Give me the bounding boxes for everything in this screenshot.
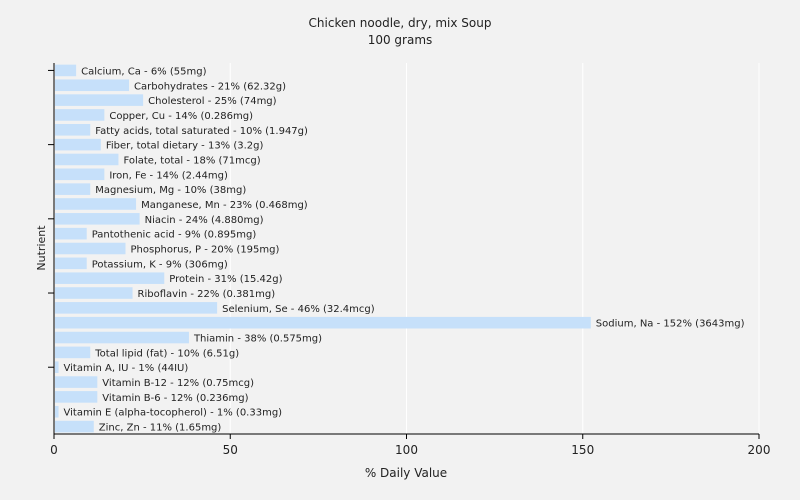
bar: [55, 213, 140, 225]
bar: [55, 183, 91, 195]
bar-label: Vitamin B-12 - 12% (0.75mcg): [102, 378, 254, 389]
bar-label: Vitamin A, IU - 1% (44IU): [64, 363, 189, 374]
bar-label: Cholesterol - 25% (74mg): [148, 96, 277, 107]
bar-label: Protein - 31% (15.42g): [169, 274, 282, 285]
bar-label: Magnesium, Mg - 10% (38mg): [95, 185, 246, 196]
bar: [55, 168, 105, 181]
grid-lines: [229, 63, 760, 434]
bar-label: Fatty acids, total saturated - 10% (1.94…: [95, 126, 308, 137]
bar-label: Niacin - 24% (4.880mg): [145, 215, 264, 226]
x-axis-label: % Daily Value: [365, 466, 447, 480]
bar: [55, 94, 144, 106]
bar: [55, 272, 165, 284]
bar-label: Pantothenic acid - 9% (0.895mg): [92, 230, 257, 241]
bar-label: Manganese, Mn - 23% (0.468mg): [141, 200, 308, 211]
bar: [55, 420, 94, 433]
bar: [55, 331, 189, 344]
bar: [55, 316, 591, 329]
bar-label: Sodium, Na - 152% (3643mg): [596, 319, 745, 330]
bar: [55, 376, 98, 388]
axes: 0 50 100 150 200: [48, 63, 770, 457]
bar: [55, 242, 126, 255]
bar: [55, 123, 91, 136]
bar: [55, 138, 101, 151]
bar-label: Zinc, Zn - 11% (1.65mg): [99, 423, 222, 434]
y-axis-label: Nutrient: [35, 225, 48, 271]
bar: [55, 109, 105, 121]
bar: [55, 79, 130, 92]
bar-label: Folate, total - 18% (71mcg): [123, 155, 260, 166]
chart-subtitle: 100 grams: [368, 33, 433, 47]
bar: [55, 361, 59, 374]
bar-label: Selenium, Se - 46% (32.4mcg): [222, 304, 375, 315]
x-tick-label: 0: [50, 443, 58, 457]
bar: [55, 405, 59, 418]
bar-label: Calcium, Ca - 6% (55mg): [81, 66, 206, 77]
bar-label: Thiamin - 38% (0.575mg): [193, 334, 322, 345]
bar: [55, 391, 98, 403]
x-tick-label: 100: [395, 443, 418, 457]
bar: [55, 287, 133, 299]
bar-label: Phosphorus, P - 20% (195mg): [131, 245, 280, 256]
bar: [55, 302, 218, 314]
bar-label: Riboflavin - 22% (0.381mg): [138, 289, 276, 300]
chart-title: Chicken noodle, dry, mix Soup: [309, 16, 492, 30]
bar: [55, 227, 87, 240]
x-tick-label: 200: [748, 443, 771, 457]
bar-label: Carbohydrates - 21% (62.32g): [134, 81, 286, 92]
bar-label: Fiber, total dietary - 13% (3.2g): [106, 141, 264, 152]
bar-label: Iron, Fe - 14% (2.44mg): [109, 170, 228, 181]
bar-label: Vitamin E (alpha-tocopherol) - 1% (0.33m…: [64, 408, 283, 419]
x-tick-label: 150: [571, 443, 594, 457]
bar-label: Potassium, K - 9% (306mg): [92, 259, 228, 270]
bar: [55, 153, 119, 166]
bar: [55, 64, 77, 77]
bar-labels: Calcium, Ca - 6% (55mg) Carbohydrates - 2…: [64, 66, 745, 433]
bar-label: Copper, Cu - 14% (0.286mg): [109, 111, 253, 122]
bar: [55, 198, 137, 210]
bar-label: Total lipid (fat) - 10% (6.51g): [94, 348, 239, 359]
x-tick-label: 50: [223, 443, 238, 457]
bars: [55, 64, 591, 433]
bar: [55, 346, 91, 359]
bar: [55, 257, 87, 270]
bar-label: Vitamin B-6 - 12% (0.236mg): [102, 393, 248, 404]
